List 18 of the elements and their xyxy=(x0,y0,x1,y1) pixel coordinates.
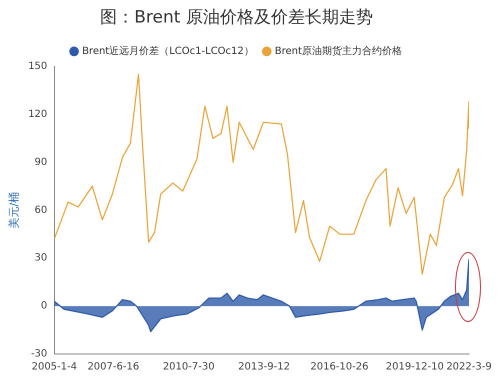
y-axis-title: 美元/桶 xyxy=(7,192,20,229)
y-tick-label: -30 xyxy=(30,348,48,360)
x-tick-label: 2019-12-10 xyxy=(386,362,444,373)
y-tick-label: 0 xyxy=(40,300,48,312)
x-tick-label: 2013-9-12 xyxy=(238,362,290,373)
chart-title: 图：Brent 原油价格及价差长期走势 xyxy=(100,8,373,28)
x-tick-label: 2005-1-4 xyxy=(32,362,77,373)
legend-label: Brent原油期货主力合约价格 xyxy=(274,44,402,57)
y-tick-label: 30 xyxy=(34,252,48,264)
x-tick-label: 2010-7-30 xyxy=(162,362,215,373)
x-tick-label: 2007-6-16 xyxy=(87,362,140,373)
y-tick-label: 60 xyxy=(34,204,48,216)
y-tick-label: 120 xyxy=(28,108,48,120)
x-tick-label: 2022-3-9 xyxy=(446,362,492,373)
x-tick-label: 2016-10-26 xyxy=(310,362,368,373)
y-tick-label: 150 xyxy=(28,60,48,72)
y-tick-label: 90 xyxy=(34,156,48,168)
legend-label: Brent近远月价差（LCOc1-LCOc12） xyxy=(82,44,254,57)
